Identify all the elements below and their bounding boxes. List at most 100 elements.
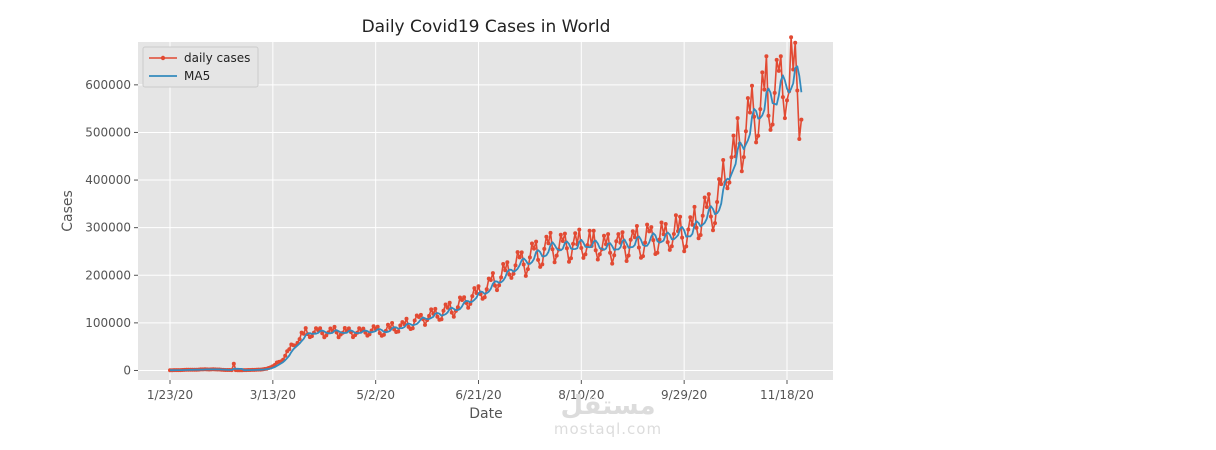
data-point-daily-cases [443,302,448,307]
data-point-daily-cases [795,88,800,93]
data-point-daily-cases [748,110,752,115]
legend-ma5-label: MA5 [184,69,210,83]
data-point-daily-cases [686,227,691,232]
data-point-daily-cases [708,214,713,219]
data-point-daily-cases [567,259,571,264]
data-point-daily-cases [470,294,475,299]
data-point-daily-cases [515,250,520,255]
data-point-daily-cases [602,233,606,238]
watermark-latin: mostaql.com [553,420,663,438]
data-point-daily-cases [772,90,777,95]
data-point-daily-cases [659,220,664,225]
data-point-daily-cases [606,232,611,237]
data-point-daily-cases [287,347,292,352]
data-point-daily-cases [688,215,693,220]
x-tick-label: 1/23/20 [147,388,193,402]
data-point-daily-cases [375,324,380,329]
data-point-daily-cases [433,306,438,311]
data-point-daily-cases [624,259,629,263]
x-axis-label: Date [469,406,502,422]
data-point-daily-cases [441,308,446,313]
data-point-daily-cases [484,287,489,292]
x-tick-label: 9/29/20 [661,388,707,402]
x-tick-label: 5/2/20 [356,388,395,402]
data-point-daily-cases [785,98,789,103]
data-point-daily-cases [398,323,403,328]
y-tick-label: 500000 [85,125,131,139]
y-tick-label: 200000 [85,268,131,282]
data-point-daily-cases [735,116,740,121]
data-point-daily-cases [671,232,676,236]
data-point-daily-cases [694,225,699,230]
data-point-daily-cases [678,214,683,219]
legend-box [142,46,259,88]
data-point-daily-cases [754,140,759,145]
data-point-daily-cases [649,225,654,230]
data-point-daily-cases [309,334,314,339]
data-point-daily-cases [552,260,557,265]
data-point-daily-cases [301,331,306,336]
data-point-daily-cases [482,295,487,300]
data-point-daily-cases [577,227,582,232]
chart-title: Daily Covid19 Cases in World [362,17,611,37]
data-point-daily-cases [562,231,567,236]
x-axis: 1/23/20 3/13/20 5/2/20 6/21/20 8/10/20 9/29/2… [147,380,814,402]
y-tick-label: 300000 [85,221,131,235]
data-point-daily-cases [332,324,337,329]
data-point-daily-cases [581,255,586,260]
data-point-daily-cases [706,192,711,197]
data-point-daily-cases [548,230,553,235]
data-point-daily-cases [527,255,532,260]
data-point-daily-cases [583,252,588,257]
data-point-daily-cases [636,245,641,250]
data-point-daily-cases [663,222,668,226]
data-point-daily-cases [542,246,547,251]
data-point-daily-cases [647,229,652,234]
data-point-daily-cases [760,70,765,75]
data-point-daily-cases [587,228,592,233]
data-point-daily-cases [655,250,660,255]
data-point-daily-cases [673,213,678,218]
data-point-daily-cases [657,237,662,242]
data-point-daily-cases [423,322,427,327]
data-point-daily-cases [499,275,504,280]
data-point-daily-cases [519,250,524,255]
data-point-daily-cases [634,224,639,228]
data-point-daily-cases [564,246,569,251]
data-point-daily-cases [493,283,497,288]
data-point-daily-cases [727,180,732,185]
data-point-daily-cases [717,177,722,182]
data-point-daily-cases [612,253,617,258]
data-point-daily-cases [560,239,565,243]
data-point-daily-cases [429,307,434,312]
data-point-daily-cases [449,310,454,315]
data-point-daily-cases [632,235,637,240]
data-point-daily-cases [231,361,236,366]
data-point-daily-cases [692,204,697,209]
series-group [168,35,804,373]
data-point-daily-cases [521,262,526,267]
data-point-daily-cases [797,137,802,141]
data-point-daily-cases [690,222,695,227]
data-point-daily-cases [774,57,779,62]
data-point-daily-cases [620,230,625,235]
data-point-daily-cases [608,250,613,255]
data-point-daily-cases [511,271,516,276]
data-point-daily-cases [513,263,518,268]
y-axis-label: Cases [60,190,76,232]
data-point-daily-cases [711,228,715,233]
data-point-daily-cases [540,262,545,267]
data-point-daily-cases [445,305,450,310]
data-point-daily-cases [544,234,549,239]
data-point-daily-cases [704,205,709,209]
data-point-daily-cases [367,332,372,337]
data-point-daily-cases [532,246,536,251]
data-point-daily-cases [462,295,467,300]
data-point-daily-cases [460,298,464,302]
data-point-daily-cases [768,127,773,132]
y-tick-label: 400000 [85,173,131,187]
data-point-daily-cases [651,238,656,243]
data-point-daily-cases [799,117,804,122]
data-point-daily-cases [404,316,409,321]
data-point-daily-cases [501,262,506,266]
